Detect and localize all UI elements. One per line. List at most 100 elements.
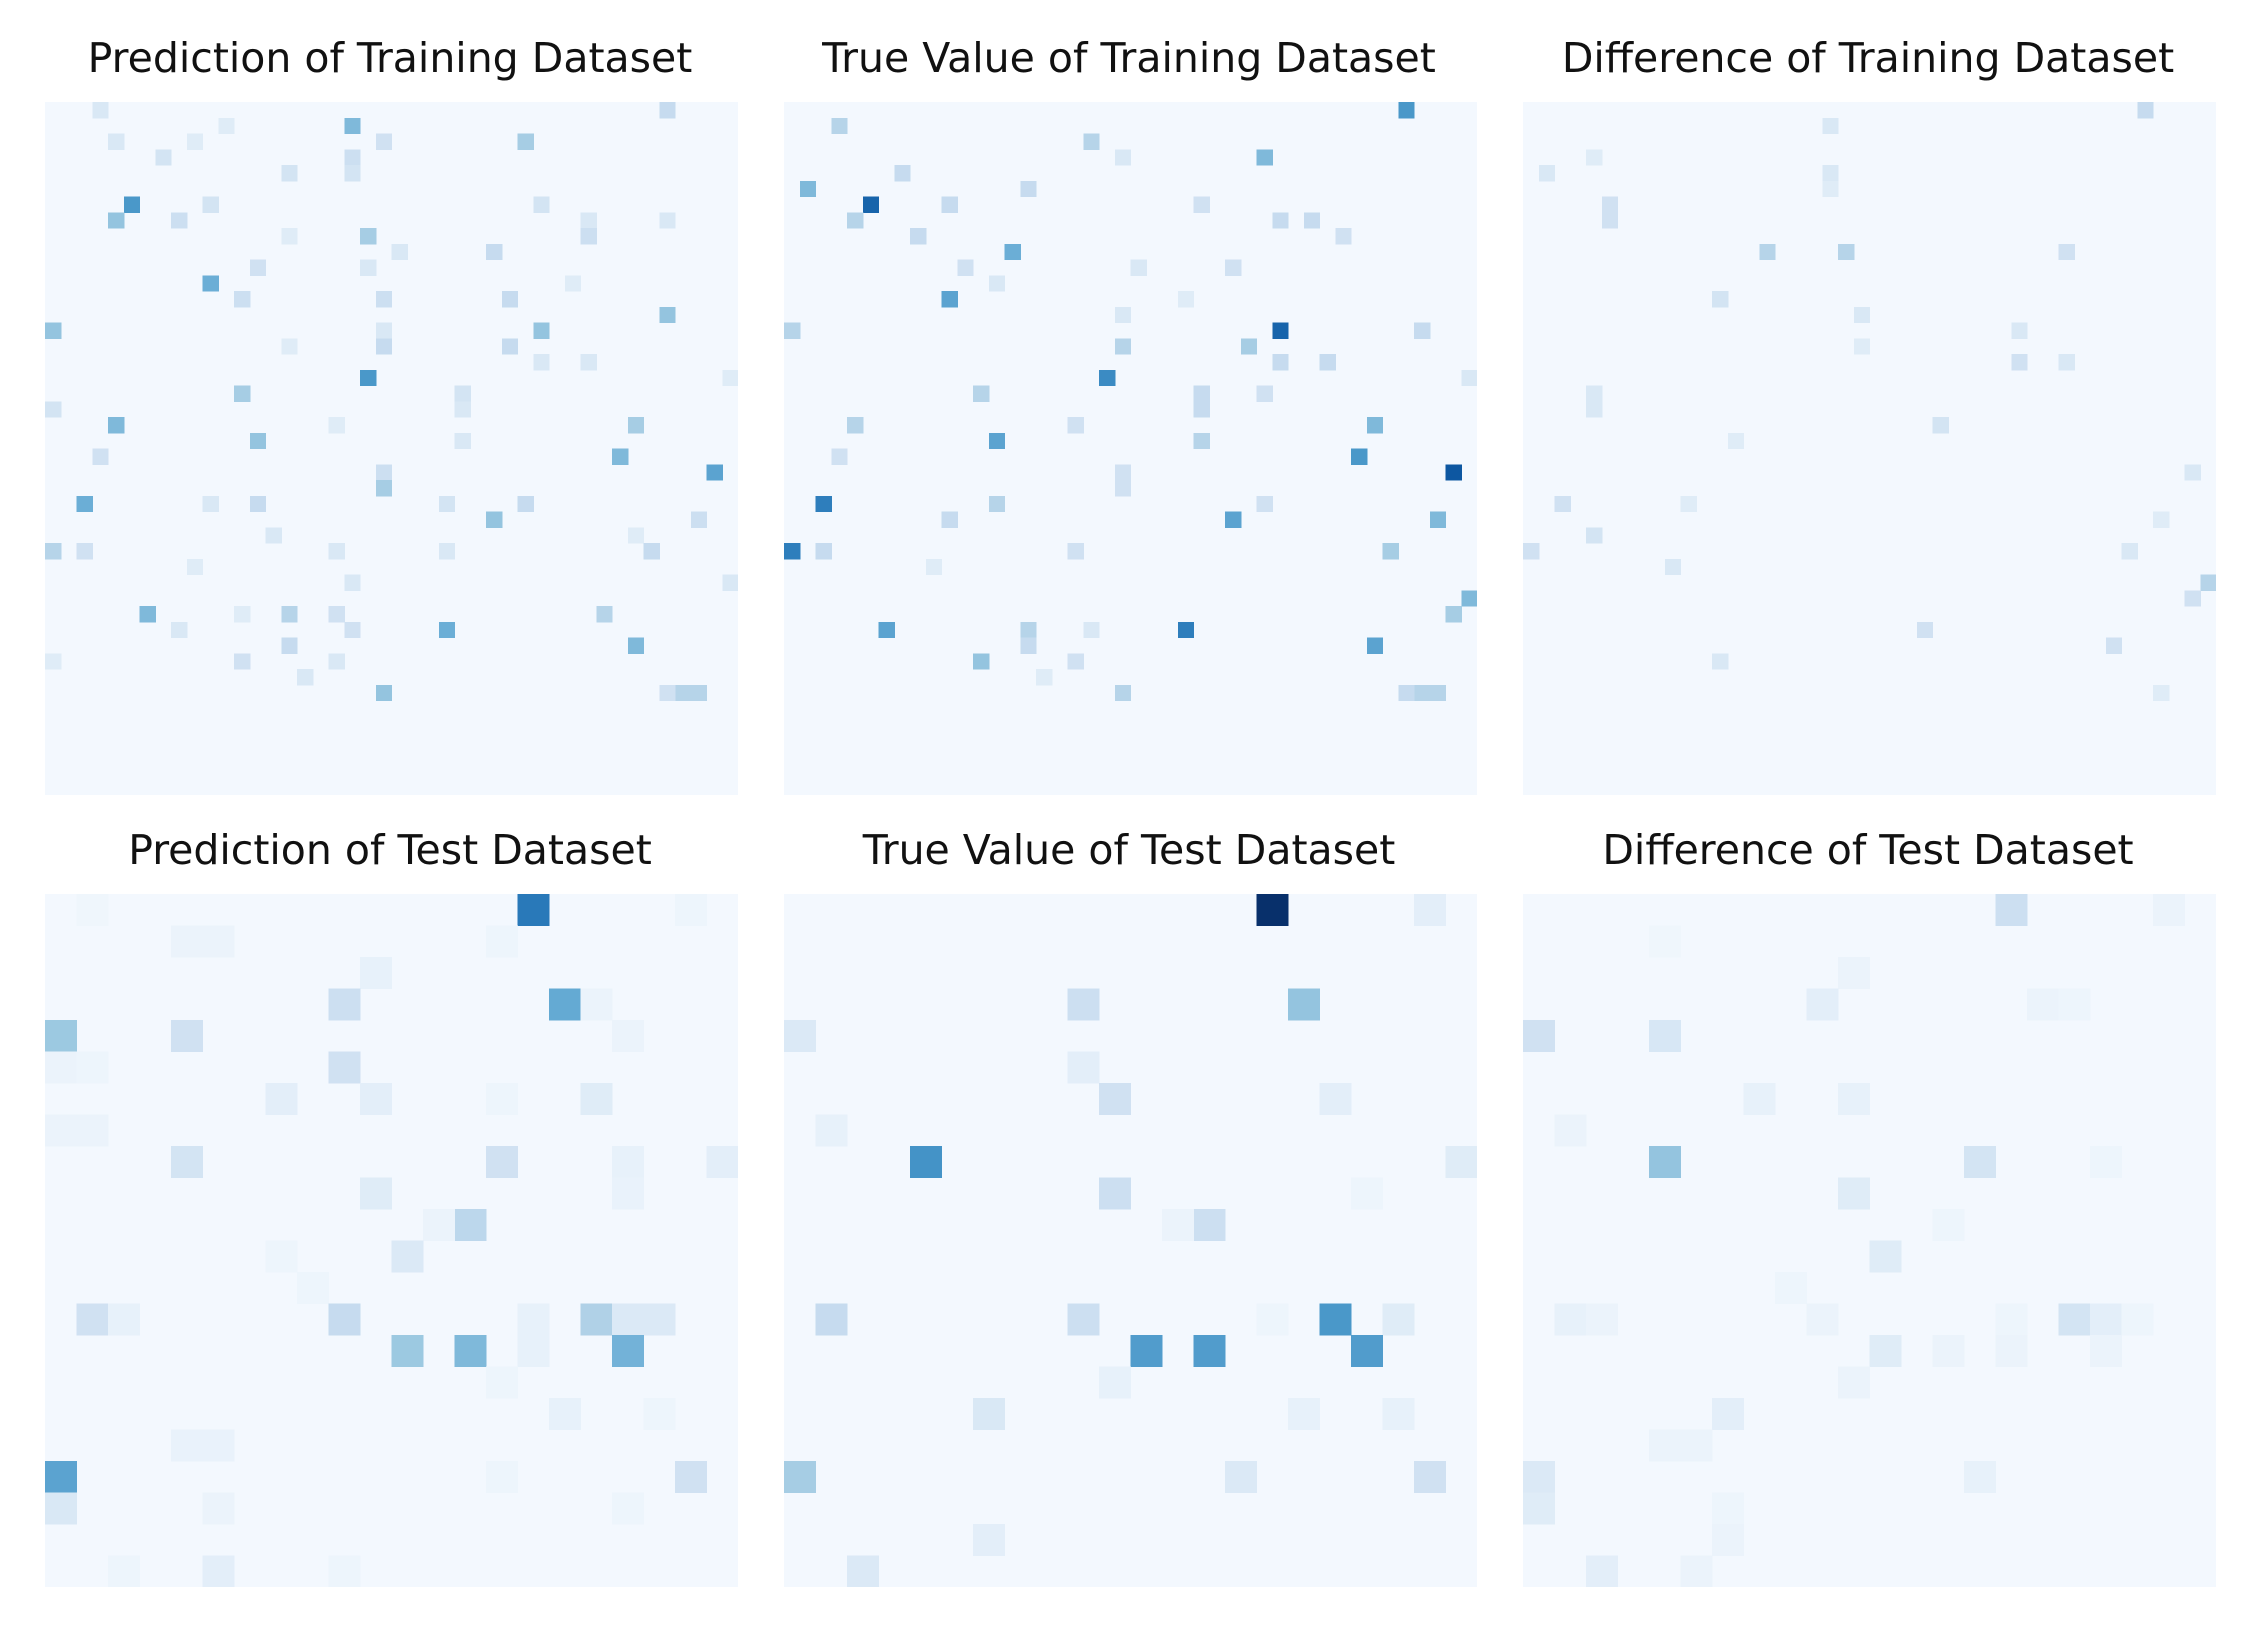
heatmap-cell xyxy=(249,495,267,513)
heatmap-cell xyxy=(2090,1146,2123,1179)
heatmap-cell xyxy=(360,957,393,990)
heatmap-cell xyxy=(612,1335,645,1368)
heatmap-cell xyxy=(1398,102,1415,119)
heatmap-cell xyxy=(1099,1083,1132,1116)
heatmap-cell xyxy=(580,1303,613,1336)
heatmap-cell xyxy=(108,133,125,150)
heatmap-cell xyxy=(2184,590,2201,607)
heatmap-cell xyxy=(45,1461,78,1494)
heatmap-cell xyxy=(1193,1335,1226,1368)
heatmap-cell xyxy=(659,102,676,119)
panel-title: Difference of Test Dataset xyxy=(1602,826,2134,874)
heatmap-cell xyxy=(957,259,974,276)
heatmap-cell xyxy=(1445,1146,1477,1179)
heatmap-cell xyxy=(925,558,943,576)
heatmap-cell xyxy=(1351,448,1368,465)
heatmap-cell xyxy=(454,385,471,402)
heatmap-cell xyxy=(1775,1272,1808,1305)
heatmap-cell xyxy=(1366,417,1384,434)
heatmap-cell xyxy=(265,527,282,544)
heatmap-cell xyxy=(1869,1240,1902,1273)
heatmap-cell xyxy=(831,117,848,135)
heatmap-cell xyxy=(549,988,582,1021)
heatmap-cell xyxy=(108,212,125,229)
heatmap-cell xyxy=(76,894,109,927)
heatmap-train-prediction xyxy=(45,102,738,795)
heatmap-cell xyxy=(375,338,393,355)
heatmap-cell xyxy=(186,558,204,576)
heatmap-cell xyxy=(1414,1461,1447,1494)
heatmap-cell xyxy=(1335,228,1352,245)
heatmap-cell xyxy=(1916,621,1934,639)
heatmap-cell xyxy=(328,417,345,434)
heatmap-cell xyxy=(1193,432,1210,450)
heatmap-cell xyxy=(2153,511,2170,528)
heatmap-cell xyxy=(1554,1114,1587,1147)
heatmap-cell xyxy=(1995,894,2028,927)
heatmap-cell xyxy=(344,149,361,166)
heatmap-cell xyxy=(1225,511,1242,528)
heatmap-cell xyxy=(612,1020,645,1053)
panel-title: True Value of Training Dataset xyxy=(822,34,1436,82)
heatmap-cell xyxy=(438,543,456,560)
heatmap-cell xyxy=(202,1555,235,1587)
heatmap-cell xyxy=(517,495,534,513)
heatmap-cell xyxy=(675,1461,708,1494)
heatmap-cell xyxy=(375,684,393,702)
heatmap-cell xyxy=(1067,653,1084,670)
heatmap-cell xyxy=(910,228,927,245)
heatmap-cell xyxy=(973,1398,1006,1431)
heatmap-cell xyxy=(815,1114,848,1147)
heatmap-cell xyxy=(784,322,801,339)
heatmap-cell xyxy=(1256,149,1273,166)
heatmap-cell xyxy=(171,621,188,639)
heatmap-cell xyxy=(1727,432,1745,450)
heatmap-cell xyxy=(596,606,613,623)
heatmap-cell xyxy=(1538,165,1556,182)
heatmap-cell xyxy=(155,149,172,166)
heatmap-cell xyxy=(202,275,219,292)
heatmap-cell xyxy=(1067,543,1084,560)
heatmap-cell xyxy=(1822,117,1839,135)
heatmap-cell xyxy=(1099,369,1116,387)
heatmap-cell xyxy=(1680,1429,1713,1462)
heatmap-cell xyxy=(2184,464,2201,481)
heatmap-cell xyxy=(1193,385,1210,402)
heatmap-cell xyxy=(941,291,958,308)
heatmap-cell xyxy=(344,621,361,639)
heatmap-cell xyxy=(297,669,314,686)
heatmap-cell xyxy=(784,543,801,560)
heatmap-cell xyxy=(486,1146,519,1179)
heatmap-cell xyxy=(612,1146,645,1179)
heatmap-cell xyxy=(454,432,471,450)
heatmap-cell xyxy=(1712,1492,1745,1525)
heatmap-cell xyxy=(1822,165,1839,182)
heatmap-cell xyxy=(627,527,645,544)
heatmap-cell xyxy=(2200,574,2216,591)
heatmap-cell xyxy=(202,495,219,513)
heatmap-cell xyxy=(375,133,393,150)
heatmap-cell xyxy=(375,480,393,497)
heatmap-cell xyxy=(1272,354,1289,371)
heatmap-cell xyxy=(1964,1461,1997,1494)
heatmap-cell xyxy=(1225,259,1242,276)
heatmap-cell xyxy=(1177,621,1195,639)
heatmap-cell xyxy=(501,338,519,355)
heatmap-cell xyxy=(1586,401,1603,418)
heatmap-cell xyxy=(1114,480,1132,497)
heatmap-cell xyxy=(1083,621,1100,639)
heatmap-cell xyxy=(1838,1366,1871,1399)
heatmap-cell xyxy=(643,543,660,560)
heatmap-cell xyxy=(627,637,645,654)
heatmap-cell xyxy=(45,1020,78,1053)
heatmap-cell xyxy=(438,495,456,513)
heatmap-cell xyxy=(391,1240,424,1273)
heatmap-cell xyxy=(1099,1177,1132,1210)
heatmap-cell xyxy=(831,448,848,465)
heatmap-cell xyxy=(1586,527,1603,544)
heatmap-cell xyxy=(1067,417,1084,434)
heatmap-cell xyxy=(1712,653,1729,670)
heatmap-cell xyxy=(171,1020,204,1053)
heatmap-cell xyxy=(815,543,832,560)
heatmap-cell xyxy=(690,511,708,528)
